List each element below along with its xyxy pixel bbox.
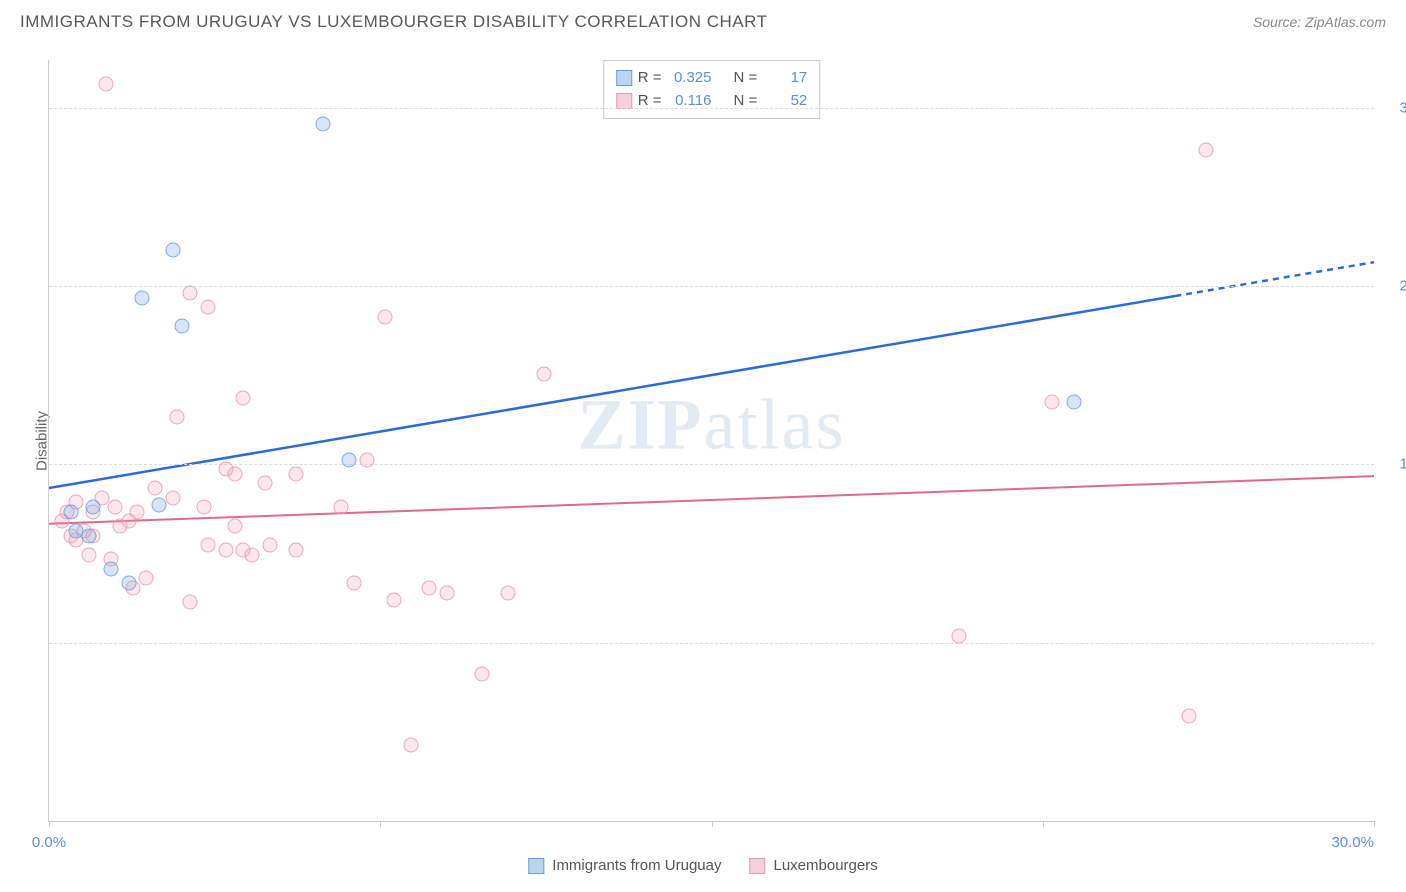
swatch-series1-icon [528,858,544,874]
scatter-point [183,595,198,610]
scatter-point [130,504,145,519]
scatter-point [152,497,167,512]
x-tick-label: 0.0% [32,834,66,851]
scatter-point [262,538,277,553]
gridline [49,108,1374,109]
gridline [49,286,1374,287]
swatch-series2-icon [749,858,765,874]
scatter-point [170,409,185,424]
swatch-series2-icon [616,93,632,109]
watermark: ZIPatlas [578,384,846,467]
scatter-point [227,466,242,481]
n-label: N = [734,90,758,113]
scatter-point [201,538,216,553]
scatter-point [1066,395,1081,410]
chart-title: IMMIGRANTS FROM URUGUAY VS LUXEMBOURGER … [20,12,767,32]
scatter-point [165,243,180,258]
scatter-point [342,452,357,467]
plot-region: ZIPatlas R = 0.325 N = 17 R = 0.116 N = … [48,60,1374,822]
trend-lines [49,60,1374,821]
scatter-point [201,300,216,315]
scatter-point [421,580,436,595]
chart-area: Disability ZIPatlas R = 0.325 N = 17 R =… [48,60,1374,822]
scatter-point [236,390,251,405]
y-tick-label: 22.5% [1382,277,1406,294]
stats-row-2: R = 0.116 N = 52 [616,90,808,113]
swatch-series1-icon [616,70,632,86]
scatter-point [315,117,330,132]
n-value-1: 17 [763,67,807,90]
x-tick [49,821,50,827]
n-value-2: 52 [763,90,807,113]
scatter-point [108,500,123,515]
r-label: R = [638,90,662,113]
scatter-point [404,737,419,752]
scatter-point [64,504,79,519]
scatter-point [501,585,516,600]
scatter-point [196,500,211,515]
scatter-point [148,481,163,496]
x-tick [380,821,381,827]
scatter-point [165,490,180,505]
y-tick-label: 30.0% [1382,99,1406,116]
scatter-point [258,476,273,491]
r-label: R = [638,67,662,90]
stats-row-1: R = 0.325 N = 17 [616,67,808,90]
scatter-point [218,542,233,557]
r-value-2: 0.116 [668,90,712,113]
legend-item-2: Luxembourgers [749,857,877,874]
scatter-point [139,571,154,586]
scatter-point [103,561,118,576]
y-tick-label: 15.0% [1382,456,1406,473]
r-value-1: 0.325 [668,67,712,90]
scatter-point [227,519,242,534]
scatter-point [99,76,114,91]
scatter-point [1044,395,1059,410]
scatter-point [536,366,551,381]
scatter-point [360,452,375,467]
bottom-legend: Immigrants from Uruguay Luxembourgers [528,857,877,874]
scatter-point [86,500,101,515]
scatter-point [377,309,392,324]
scatter-point [474,666,489,681]
y-tick-label: 7.5% [1382,634,1406,651]
gridline [49,643,1374,644]
x-tick [712,821,713,827]
scatter-point [174,319,189,334]
x-tick [1043,821,1044,827]
scatter-point [121,576,136,591]
x-tick [1374,821,1375,827]
scatter-point [386,592,401,607]
scatter-point [951,628,966,643]
scatter-point [1181,709,1196,724]
legend-label-2: Luxembourgers [773,857,877,874]
scatter-point [245,547,260,562]
legend-item-1: Immigrants from Uruguay [528,857,721,874]
gridline [49,464,1374,465]
scatter-point [1199,143,1214,158]
scatter-point [81,528,96,543]
scatter-point [289,466,304,481]
scatter-point [134,290,149,305]
scatter-point [289,542,304,557]
stats-legend: R = 0.325 N = 17 R = 0.116 N = 52 [603,60,821,119]
n-label: N = [734,67,758,90]
scatter-point [183,286,198,301]
scatter-point [333,500,348,515]
x-tick-label: 30.0% [1331,834,1374,851]
scatter-point [439,585,454,600]
scatter-point [81,547,96,562]
legend-label-1: Immigrants from Uruguay [552,857,721,874]
scatter-point [346,576,361,591]
source-label: Source: ZipAtlas.com [1253,14,1386,30]
